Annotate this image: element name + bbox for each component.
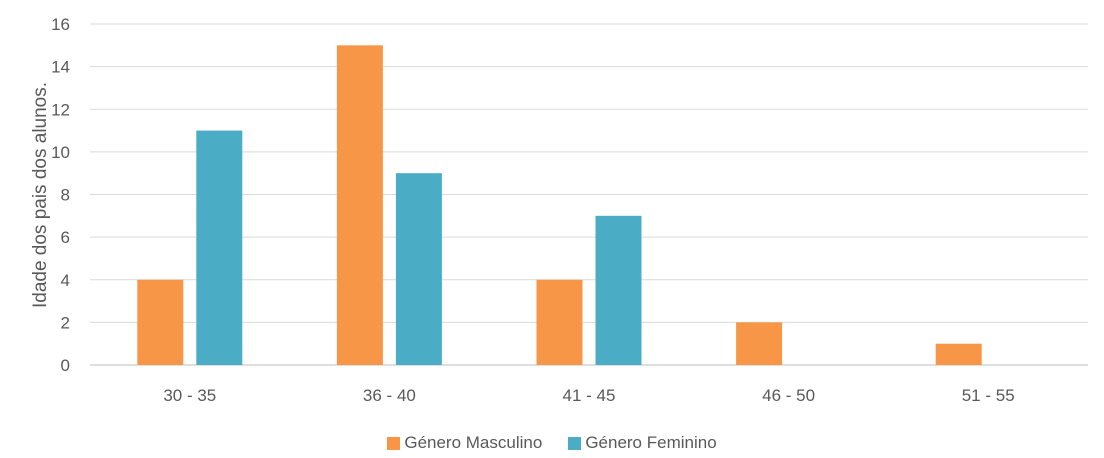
bar-masculino xyxy=(536,279,583,365)
legend-swatch-feminino xyxy=(568,436,582,450)
legend: Género Masculino Género Feminino xyxy=(0,432,1104,454)
y-axis-ticks: 0 2 4 6 8 10 12 14 16 xyxy=(51,15,70,375)
x-tick-label: 51 - 55 xyxy=(962,386,1015,405)
legend-swatch-masculino xyxy=(387,436,401,450)
bar-chart: 0 2 4 6 8 10 12 14 16 30 - 35 36 - 40 41 - 45 46 - … xyxy=(30,15,1088,405)
legend-item-masculino: Género Masculino xyxy=(387,433,542,453)
y-tick-label: 10 xyxy=(51,143,70,162)
bar-masculino xyxy=(137,279,184,365)
legend-label-masculino: Género Masculino xyxy=(404,433,543,452)
legend-item-feminino: Género Feminino xyxy=(568,433,717,453)
y-tick-label: 4 xyxy=(61,271,70,290)
y-axis-label: Idade dos pais dos alunos. xyxy=(30,82,51,308)
y-tick-label: 0 xyxy=(61,356,70,375)
y-tick-label: 16 xyxy=(51,15,70,34)
legend-label-feminino: Género Feminino xyxy=(585,433,717,452)
y-tick-label: 8 xyxy=(61,186,70,205)
x-tick-label: 36 - 40 xyxy=(363,386,416,405)
bar-masculino xyxy=(935,343,982,365)
bar-masculino xyxy=(336,45,383,365)
bar-feminino xyxy=(395,173,442,365)
bar-feminino xyxy=(196,130,243,365)
y-tick-label: 12 xyxy=(51,100,70,119)
x-tick-label: 41 - 45 xyxy=(563,386,616,405)
bar-feminino xyxy=(595,215,642,365)
x-tick-label: 30 - 35 xyxy=(163,386,216,405)
gridlines xyxy=(90,23,1088,366)
bars xyxy=(137,45,982,365)
bar-masculino xyxy=(736,322,783,365)
x-tick-label: 46 - 50 xyxy=(762,386,815,405)
y-tick-label: 2 xyxy=(61,313,70,332)
x-axis-ticks: 30 - 35 36 - 40 41 - 45 46 - 50 51 - 55 xyxy=(163,386,1014,405)
y-tick-label: 6 xyxy=(61,228,70,247)
y-tick-label: 14 xyxy=(51,58,70,77)
